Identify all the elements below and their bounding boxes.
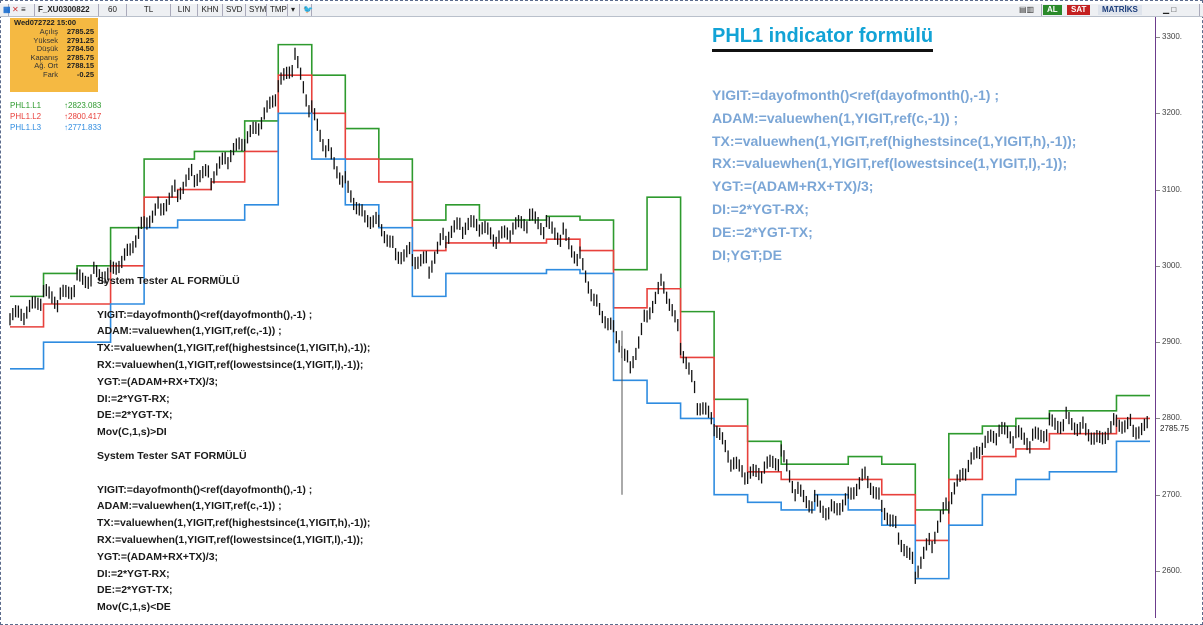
formula-line: YIGIT:=dayofmonth()<ref(dayofmonth(),-1)… <box>712 87 999 103</box>
sat-formula-line: DI:=2*YGT-RX; <box>97 567 170 580</box>
menu-icon[interactable]: ≡ <box>20 5 26 14</box>
formula-line: RX:=valuewhen(1,YIGIT,ref(lowestsince(1,… <box>712 155 1068 172</box>
y-tick-label: 3200. <box>1155 108 1183 118</box>
al-formula-line: Mov(C,1,s)>DI <box>97 426 167 439</box>
indicator-l1-legend[interactable]: PHL1.L1 ↑2823.083 <box>10 101 102 110</box>
matriks-button[interactable]: MATRİKS <box>1098 5 1142 15</box>
al-button[interactable]: AL <box>1043 5 1062 15</box>
al-formula-block: System Tester AL FORMÜLÜ YIGIT:=dayofmon… <box>97 273 370 441</box>
y-tick-label: 2800. <box>1155 413 1183 423</box>
ohlc-row-low: Düşük 2784.50 <box>36 44 94 53</box>
sat-formula-block: System Tester SAT FORMÜLÜ YIGIT:=dayofmo… <box>97 448 370 616</box>
price-bars <box>9 47 1148 584</box>
indicator-formula: YIGIT:=dayofmonth()<ref(dayofmonth(),-1)… <box>712 84 1076 266</box>
minimize-icon[interactable]: ▁ <box>1163 5 1170 14</box>
ohlc-row-open: Açılış 2785.25 <box>39 27 94 36</box>
y-tick-label: 2900. <box>1155 337 1183 347</box>
sat-formula-line: YIGIT:=dayofmonth()<ref(dayofmonth(),-1)… <box>97 483 313 496</box>
indicator-l3-legend[interactable]: PHL1.L3 ↑2771.833 <box>10 123 102 132</box>
sat-formula-line: ADAM:=valuewhen(1,YIGIT,ref(c,-1)) ; <box>97 500 282 513</box>
close-icon[interactable]: ✕ <box>12 5 19 14</box>
ohlc-row-avg: Ağ. Ort 2788.15 <box>34 61 94 70</box>
indicator-line-phl1-l2 <box>10 74 1150 542</box>
formula-title: PHL1 indicator formülü <box>712 24 934 52</box>
formula-line: DI;YGT;DE <box>712 246 782 263</box>
al-formula-line: YIGIT:=dayofmonth()<ref(dayofmonth(),-1)… <box>97 308 313 321</box>
al-formula-line: DE:=2*YGT-TX; <box>97 409 173 422</box>
al-formula-line: DI:=2*YGT-RX; <box>97 392 170 405</box>
formula-line: ADAM:=valuewhen(1,YIGIT,ref(c,-1)) ; <box>712 109 959 126</box>
symbol-field[interactable]: F_XU0300822 <box>35 4 99 16</box>
dropdown-icon[interactable]: ▾ <box>288 4 300 16</box>
formula-line: DE:=2*YGT-TX; <box>712 223 813 240</box>
toolbar-icons-right[interactable]: ▤▥ <box>1016 4 1042 16</box>
formula-line: YGT:=(ADAM+RX+TX)/3; <box>712 178 874 195</box>
ohlc-header: Wed072722 15:00 <box>14 18 76 27</box>
lin-button[interactable]: LIN <box>171 4 198 16</box>
sym-button[interactable]: SYM <box>246 4 267 16</box>
window-buttons[interactable]: ▁ □ <box>1160 4 1200 16</box>
y-tick-label: 2700. <box>1155 489 1183 499</box>
al-formula-line: TX:=valuewhen(1,YIGIT,ref(highestsince(1… <box>97 342 371 355</box>
sat-button[interactable]: SAT <box>1067 5 1091 15</box>
indicator-line-phl1-l3 <box>10 112 1150 580</box>
al-formula-line: RX:=valuewhen(1,YIGIT,ref(lowestsince(1,… <box>97 358 364 371</box>
al-formula-title: System Tester AL FORMÜLÜ <box>97 275 240 287</box>
maximize-icon[interactable]: □ <box>1171 5 1177 14</box>
al-formula-line: ADAM:=valuewhen(1,YIGIT,ref(c,-1)) ; <box>97 325 282 338</box>
y-tick-label: 3000. <box>1155 260 1183 270</box>
indicator-line-phl1-l1 <box>10 43 1150 511</box>
ohlc-row-high: Yüksek 2791.25 <box>33 35 94 45</box>
last-price-label: 2785.75 <box>1160 424 1189 434</box>
price-axis[interactable]: 3300. 3200. 3100. 3000. 2900. 2800. 2700. 2600. <box>1155 17 1198 618</box>
twitter-icon[interactable]: 🐦 <box>300 4 313 16</box>
sat-formula-title: System Tester SAT FORMÜLÜ <box>97 450 247 462</box>
period-field[interactable]: 60 <box>99 4 127 16</box>
chart-toolbar: ▦ ✕ ≡ F_XU0300822 60 TL LIN KHN SVD SYM … <box>0 4 1203 17</box>
sat-formula-line: YGT:=(ADAM+RX+TX)/3; <box>97 550 219 563</box>
chart-menu-icon[interactable]: ▦ <box>0 4 11 16</box>
window-controls[interactable]: ✕ ≡ <box>9 4 35 16</box>
ohlc-info-box: Wed072722 15:00 Açılış 2785.25 Yüksek 2791… <box>10 18 98 92</box>
y-tick-label: 3300. <box>1155 32 1183 41</box>
indicator-l2-legend[interactable]: PHL1.L2 ↑2800.417 <box>10 112 102 121</box>
currency-field[interactable]: TL <box>127 4 171 16</box>
al-formula-line: YGT:=(ADAM+RX+TX)/3; <box>97 375 219 388</box>
sat-formula-line: DE:=2*YGT-TX; <box>97 584 173 597</box>
tmp-button[interactable]: TMP <box>267 4 288 16</box>
sat-formula-line: RX:=valuewhen(1,YIGIT,ref(lowestsince(1,… <box>97 533 364 546</box>
svd-button[interactable]: SVD <box>223 4 246 16</box>
sat-formula-line: TX:=valuewhen(1,YIGIT,ref(highestsince(1… <box>97 517 371 530</box>
sat-formula-line: Mov(C,1,s)<DE <box>97 601 171 614</box>
formula-line: DI:=2*YGT-RX; <box>712 200 809 217</box>
formula-line: TX:=valuewhen(1,YIGIT,ref(highestsince(1… <box>712 132 1077 149</box>
ohlc-row-close: Kapanış 2785.75 <box>30 52 94 62</box>
ohlc-row-diff: Fark -0.25 <box>43 69 94 79</box>
price-chart[interactable] <box>5 17 1155 618</box>
y-tick-label: 3100. <box>1155 184 1183 194</box>
khn-button[interactable]: KHN <box>198 4 223 16</box>
y-tick-label: 2600. <box>1155 566 1183 575</box>
